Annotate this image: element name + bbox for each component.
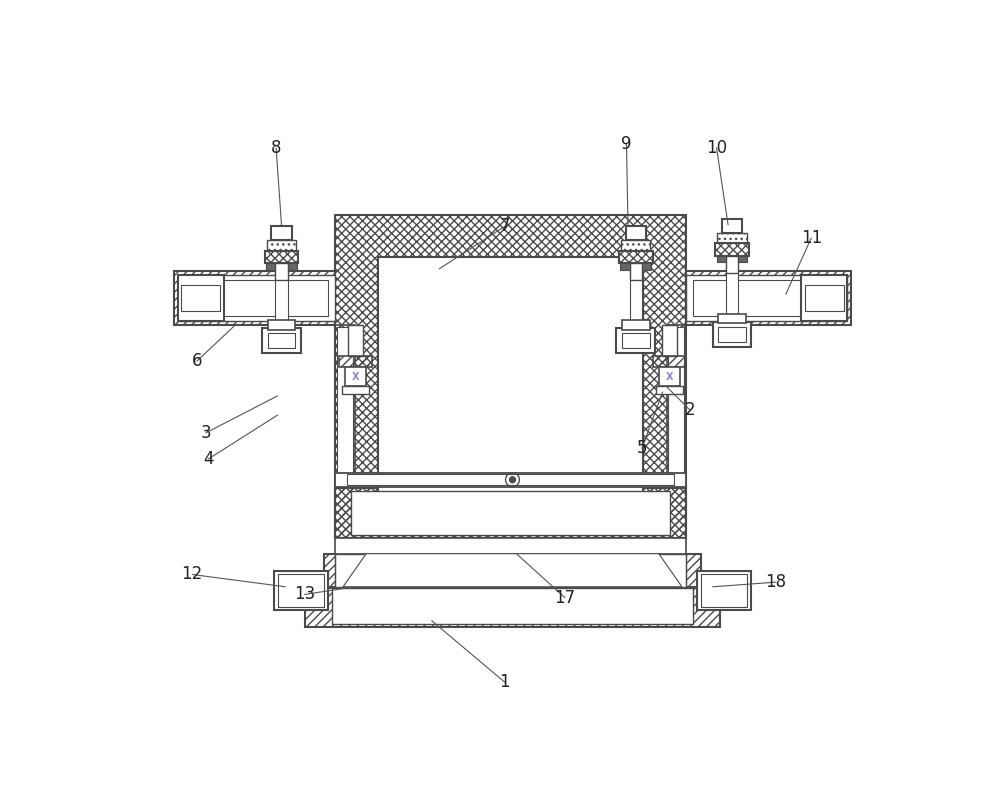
Bar <box>262 328 301 353</box>
Bar <box>801 275 847 321</box>
Bar <box>266 263 275 270</box>
Polygon shape <box>335 554 686 587</box>
Bar <box>662 325 677 356</box>
Bar <box>620 263 630 270</box>
Text: X: X <box>352 372 359 381</box>
Bar <box>718 314 746 323</box>
Bar <box>271 226 292 240</box>
Text: 2: 2 <box>684 400 695 419</box>
Text: 8: 8 <box>271 139 281 157</box>
Bar <box>268 333 295 348</box>
Bar <box>805 285 844 311</box>
Bar <box>378 257 643 496</box>
Text: 10: 10 <box>706 139 727 157</box>
Bar <box>697 572 751 610</box>
Bar <box>656 386 683 393</box>
Bar <box>686 275 847 321</box>
Bar <box>621 240 650 251</box>
Bar <box>715 244 749 256</box>
Bar <box>701 575 747 607</box>
Text: 4: 4 <box>203 450 214 468</box>
Bar <box>668 326 684 485</box>
Text: 17: 17 <box>554 588 575 607</box>
Bar <box>335 325 355 486</box>
Bar <box>275 270 288 331</box>
Text: 3: 3 <box>201 423 211 442</box>
Bar <box>630 263 642 280</box>
Text: 9: 9 <box>621 135 632 153</box>
Bar <box>659 367 680 386</box>
Bar <box>335 538 686 554</box>
Bar <box>288 263 297 270</box>
Bar <box>275 263 288 280</box>
Text: 12: 12 <box>182 565 203 583</box>
Text: 7: 7 <box>500 217 510 236</box>
Bar <box>653 356 686 367</box>
Bar <box>181 285 220 311</box>
Circle shape <box>509 477 516 483</box>
Text: 6: 6 <box>192 352 202 370</box>
Bar <box>347 474 674 485</box>
Bar <box>178 275 335 321</box>
Bar <box>174 271 335 325</box>
Bar <box>305 587 720 626</box>
Bar <box>342 386 369 393</box>
Bar <box>178 275 224 321</box>
Bar <box>332 588 693 624</box>
Bar <box>642 263 651 270</box>
Bar <box>268 320 295 330</box>
Bar <box>630 270 642 331</box>
Bar <box>622 333 650 348</box>
Bar <box>616 328 655 353</box>
Text: 5: 5 <box>637 439 647 457</box>
Bar <box>718 326 746 342</box>
Bar <box>726 263 738 325</box>
Bar <box>335 215 686 538</box>
Bar <box>278 575 324 607</box>
Bar <box>267 240 296 251</box>
Bar <box>717 256 726 262</box>
Bar <box>335 473 686 486</box>
Bar <box>335 488 686 538</box>
Text: 1: 1 <box>499 673 510 691</box>
Bar <box>738 256 747 262</box>
Bar <box>717 232 747 244</box>
Bar <box>686 271 851 325</box>
Bar <box>324 554 701 588</box>
Bar <box>274 572 328 610</box>
Bar <box>181 280 328 316</box>
Bar <box>726 256 738 272</box>
Bar <box>622 320 650 330</box>
Text: X: X <box>666 372 673 381</box>
Bar <box>713 322 751 346</box>
Text: 18: 18 <box>765 573 786 591</box>
Bar <box>626 226 646 240</box>
Text: 11: 11 <box>801 229 822 247</box>
Bar <box>348 325 363 356</box>
Bar <box>722 219 742 232</box>
Bar <box>666 325 686 486</box>
Bar <box>351 491 670 535</box>
Bar <box>265 251 298 263</box>
Text: 13: 13 <box>294 586 315 603</box>
Polygon shape <box>343 554 682 587</box>
Bar <box>619 251 653 263</box>
Bar <box>339 356 372 367</box>
Bar <box>693 280 840 316</box>
Bar <box>345 367 366 386</box>
Bar <box>337 326 353 485</box>
